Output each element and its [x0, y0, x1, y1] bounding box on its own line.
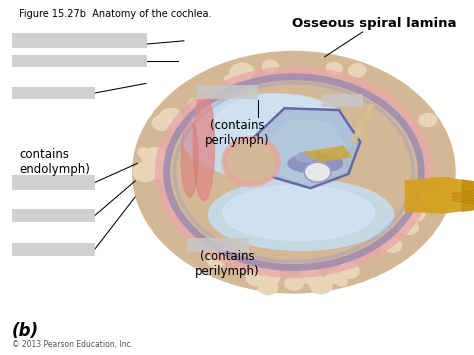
Text: (contains
perilymph): (contains perilymph) — [205, 119, 269, 147]
Circle shape — [151, 157, 167, 169]
Circle shape — [415, 197, 435, 212]
Circle shape — [258, 280, 278, 295]
Ellipse shape — [223, 185, 374, 241]
Text: Osseous spiral lamina: Osseous spiral lamina — [292, 17, 456, 29]
Circle shape — [285, 277, 303, 290]
Circle shape — [326, 62, 342, 75]
Bar — [12, 209, 95, 222]
Circle shape — [331, 275, 343, 284]
Polygon shape — [256, 121, 346, 183]
Circle shape — [404, 206, 425, 222]
Ellipse shape — [182, 119, 198, 197]
Text: Figure 15.27b  Anatomy of the cochlea.: Figure 15.27b Anatomy of the cochlea. — [19, 9, 211, 19]
Circle shape — [153, 168, 167, 178]
Circle shape — [419, 113, 437, 127]
Bar — [187, 238, 249, 252]
Bar — [12, 175, 95, 190]
Circle shape — [234, 65, 248, 75]
Circle shape — [398, 220, 418, 234]
Circle shape — [383, 239, 402, 252]
Text: (b): (b) — [12, 322, 39, 340]
Circle shape — [263, 60, 279, 72]
Bar — [197, 85, 258, 99]
Circle shape — [230, 63, 254, 81]
Circle shape — [213, 250, 229, 262]
Polygon shape — [405, 178, 474, 213]
Circle shape — [300, 268, 320, 284]
Circle shape — [338, 263, 359, 278]
Text: (contains
perilymph): (contains perilymph) — [195, 251, 260, 278]
Text: contains
endolymph): contains endolymph) — [19, 148, 90, 175]
Circle shape — [188, 98, 203, 110]
Polygon shape — [462, 180, 474, 211]
Bar — [12, 243, 95, 256]
Circle shape — [152, 116, 172, 130]
Ellipse shape — [209, 179, 393, 250]
Ellipse shape — [213, 94, 346, 158]
Ellipse shape — [288, 153, 343, 173]
Circle shape — [133, 51, 455, 293]
Circle shape — [207, 254, 226, 267]
Polygon shape — [303, 146, 351, 162]
Circle shape — [401, 221, 419, 234]
Circle shape — [246, 269, 269, 286]
Circle shape — [310, 277, 332, 294]
Circle shape — [159, 109, 183, 127]
Circle shape — [142, 148, 167, 167]
Circle shape — [304, 162, 331, 182]
Ellipse shape — [193, 91, 214, 201]
Circle shape — [327, 269, 345, 283]
Circle shape — [138, 148, 150, 157]
Bar — [12, 55, 147, 67]
Bar — [12, 33, 147, 48]
Ellipse shape — [182, 94, 353, 179]
Bar — [12, 87, 95, 99]
Circle shape — [174, 118, 186, 126]
Text: © 2013 Pearson Education, Inc.: © 2013 Pearson Education, Inc. — [12, 340, 133, 349]
Ellipse shape — [224, 138, 279, 185]
Ellipse shape — [296, 152, 315, 162]
Circle shape — [253, 267, 280, 286]
Polygon shape — [351, 105, 374, 142]
Circle shape — [432, 188, 458, 207]
Circle shape — [349, 64, 366, 77]
Circle shape — [431, 199, 442, 207]
Bar — [322, 94, 363, 106]
Polygon shape — [232, 108, 360, 188]
Circle shape — [225, 74, 237, 84]
Circle shape — [337, 279, 347, 286]
Circle shape — [133, 163, 158, 181]
